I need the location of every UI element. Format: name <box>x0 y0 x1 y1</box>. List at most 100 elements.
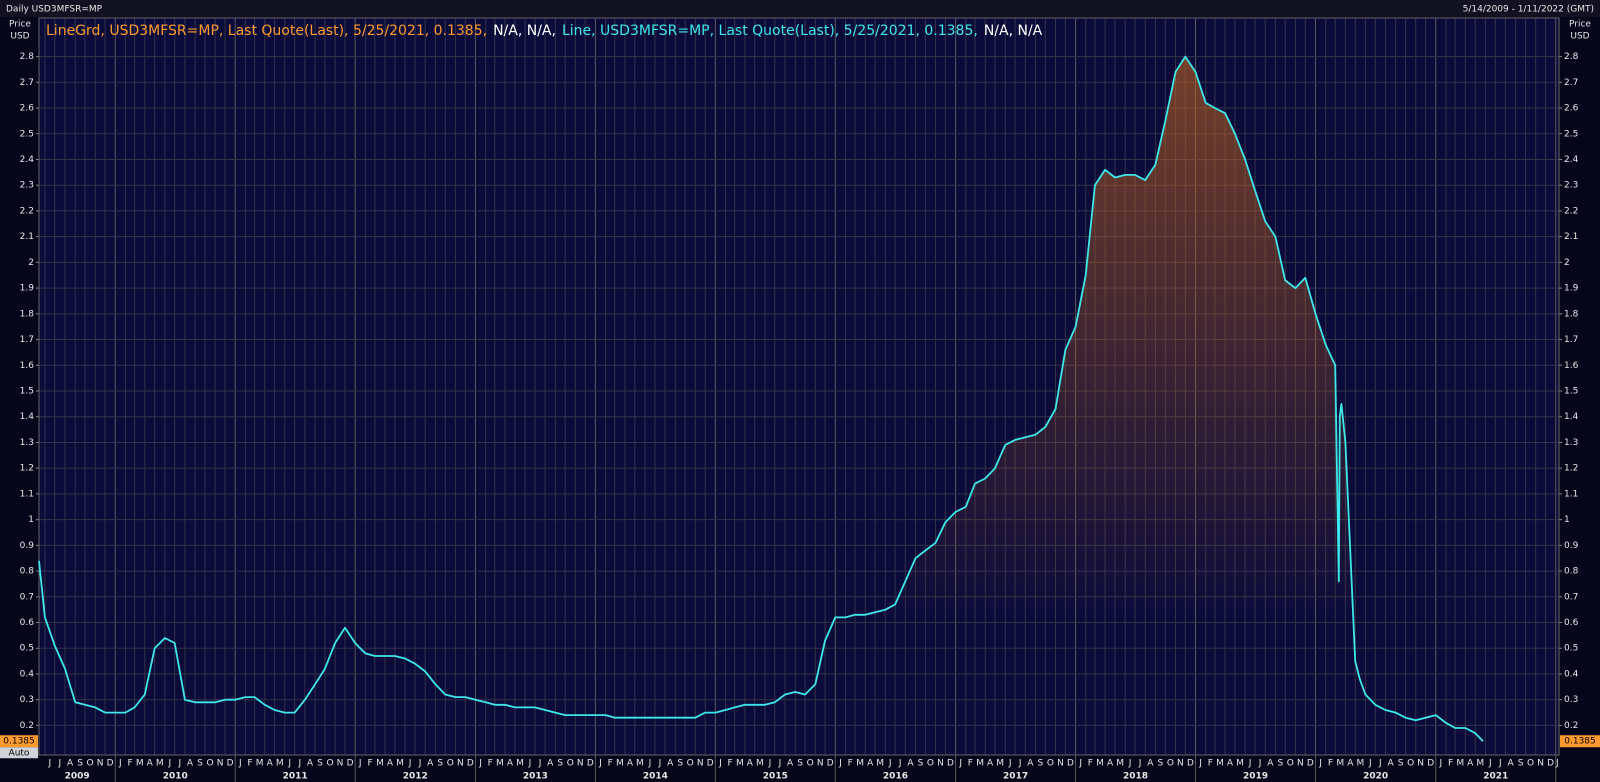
x-tick-label: J <box>478 759 482 769</box>
x-tick-label: J <box>118 759 122 769</box>
x-tick-label: D <box>1307 759 1314 769</box>
x-tick-label: A <box>987 759 994 769</box>
x-tick-label: A <box>267 759 274 769</box>
y-tick-label: 1.6 <box>1564 361 1579 371</box>
y-tick-label: 0.9 <box>20 541 35 551</box>
x-tick-label: J <box>1368 759 1372 769</box>
x-tick-label: D <box>467 759 474 769</box>
x-year-label: 2010 <box>163 772 188 782</box>
x-tick-label: A <box>67 759 74 769</box>
x-tick-label: F <box>1448 759 1453 769</box>
x-tick-label: N <box>1057 759 1064 769</box>
legend-entry: Line, USD3MFSR=MP, Last Quote(Last), 5/2… <box>562 23 978 39</box>
last-value-label: 0.1385 <box>3 737 35 747</box>
y-tick-label: 0.7 <box>20 592 34 602</box>
y-axis-label: Price <box>1569 20 1591 30</box>
y-tick-label: 2.6 <box>20 104 35 114</box>
x-tick-label: S <box>1157 759 1163 769</box>
x-tick-label: M <box>1336 759 1344 769</box>
x-tick-label: J <box>1318 759 1322 769</box>
x-year-label: 2021 <box>1483 772 1508 782</box>
x-year-label: 2019 <box>1243 772 1268 782</box>
y-tick-label: 1 <box>28 515 34 525</box>
x-tick-label: S <box>197 759 203 769</box>
chart-title: Daily USD3MFSR=MP <box>6 5 103 15</box>
x-year-label: 2013 <box>523 772 548 782</box>
x-tick-label: F <box>728 759 733 769</box>
x-tick-label: F <box>247 759 252 769</box>
x-tick-label: O <box>207 759 214 769</box>
x-tick-label: A <box>1467 759 1474 769</box>
x-tick-label: O <box>87 759 94 769</box>
y-tick-label: 2.6 <box>1564 104 1579 114</box>
x-tick-label: J <box>408 759 412 769</box>
x-tick-label: S <box>317 759 323 769</box>
y-tick-label: 2.2 <box>1564 206 1578 216</box>
x-tick-label: O <box>807 759 814 769</box>
x-tick-label: O <box>1167 759 1174 769</box>
y-tick-label: 2.3 <box>1564 181 1578 191</box>
y-tick-label: 2 <box>1564 258 1570 268</box>
x-tick-label: N <box>97 759 104 769</box>
x-tick-label: F <box>1088 759 1093 769</box>
y-tick-label: 2.5 <box>20 129 34 139</box>
x-tick-label: N <box>817 759 824 769</box>
x-tick-label: J <box>238 759 242 769</box>
x-tick-label: A <box>867 759 874 769</box>
x-tick-label: J <box>768 759 772 769</box>
x-tick-label: M <box>516 759 524 769</box>
x-tick-label: S <box>77 759 83 769</box>
y-tick-label: 0.8 <box>1564 567 1579 577</box>
x-tick-label: J <box>658 759 662 769</box>
x-tick-label: M <box>636 759 644 769</box>
x-tick-label: F <box>1208 759 1213 769</box>
x-tick-label: A <box>1147 759 1154 769</box>
y-tick-label: 1 <box>1564 515 1570 525</box>
x-tick-label: F <box>608 759 613 769</box>
x-year-label: 2009 <box>65 772 90 782</box>
x-tick-label: J <box>1138 759 1142 769</box>
y-tick-label: 2.3 <box>20 181 34 191</box>
legend-entry: LineGrd, USD3MFSR=MP, Last Quote(Last), … <box>46 23 487 39</box>
x-tick-label: J <box>287 759 291 769</box>
x-tick-label: O <box>687 759 694 769</box>
y-tick-label: 1.2 <box>1564 464 1578 474</box>
y-tick-label: 1.7 <box>20 335 34 345</box>
x-tick-label: A <box>1267 759 1274 769</box>
x-tick-label: J <box>838 759 842 769</box>
x-tick-label: M <box>256 759 264 769</box>
x-tick-label: S <box>1038 759 1044 769</box>
x-tick-label: J <box>538 759 542 769</box>
x-tick-label: M <box>276 759 284 769</box>
y-tick-label: 0.9 <box>1564 541 1579 551</box>
x-tick-label: J <box>958 759 962 769</box>
x-tick-label: J <box>1008 759 1012 769</box>
x-tick-label: J <box>1555 759 1559 769</box>
x-tick-label: J <box>1198 759 1202 769</box>
x-tick-label: J <box>48 759 52 769</box>
legend-entry: N/A, N/A <box>984 23 1043 39</box>
x-tick-label: O <box>1287 759 1294 769</box>
x-year-label: 2018 <box>1123 772 1148 782</box>
x-tick-label: M <box>976 759 984 769</box>
x-tick-label: M <box>496 759 504 769</box>
x-tick-label: M <box>1116 759 1124 769</box>
x-year-label: 2017 <box>1003 772 1028 782</box>
x-tick-label: J <box>598 759 602 769</box>
y-tick-label: 0.2 <box>20 721 34 731</box>
y-tick-label: 2.7 <box>20 78 34 88</box>
x-tick-label: S <box>437 759 443 769</box>
y-tick-label: 1.8 <box>1564 309 1579 319</box>
x-tick-label: J <box>177 759 181 769</box>
x-tick-label: N <box>1177 759 1184 769</box>
x-tick-label: J <box>297 759 301 769</box>
y-tick-label: 1.1 <box>20 489 34 499</box>
x-tick-label: M <box>1096 759 1104 769</box>
y-axis-label: USD <box>10 32 29 42</box>
x-tick-label: A <box>547 759 554 769</box>
x-tick-label: M <box>856 759 864 769</box>
x-tick-label: S <box>1398 759 1404 769</box>
y-tick-label: 1.3 <box>1564 438 1578 448</box>
x-tick-label: F <box>368 759 373 769</box>
